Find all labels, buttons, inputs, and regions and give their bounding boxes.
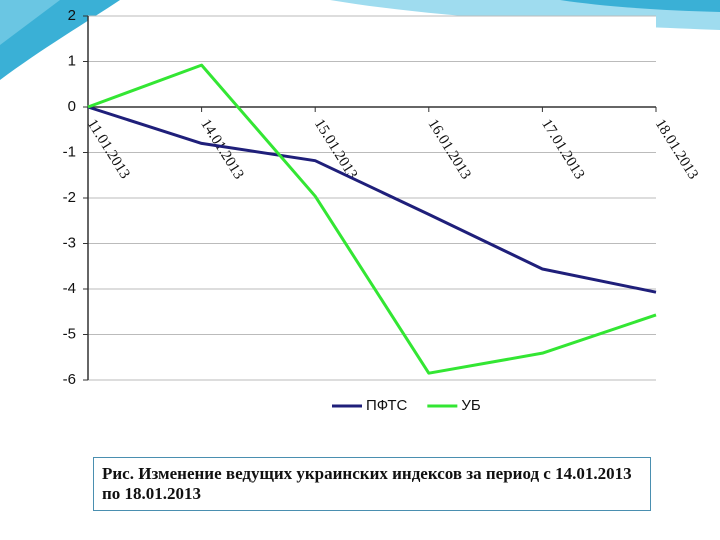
line (87, 63, 657, 375)
y-tick-label: -2 (63, 189, 76, 206)
y-tick-label: -1 (63, 143, 76, 160)
y-tick-label: -3 (63, 234, 76, 251)
caption: Рис. Изменение ведущих украинских индекс… (93, 457, 651, 511)
y-tick-label: -5 (63, 325, 76, 342)
x-tick-label: 18.01.2013 (652, 116, 701, 182)
legend-label: УБ (461, 397, 481, 414)
y-tick-label: 2 (68, 7, 76, 24)
y-tick-label: 0 (68, 98, 76, 115)
y-tick-label: -6 (63, 371, 76, 388)
y-tick-label: -4 (63, 280, 76, 297)
line (87, 105, 657, 294)
decoration (560, 0, 720, 12)
decoration (0, 0, 60, 45)
y-tick-label: 1 (68, 52, 76, 69)
legend-label: ПФТС (366, 397, 408, 414)
